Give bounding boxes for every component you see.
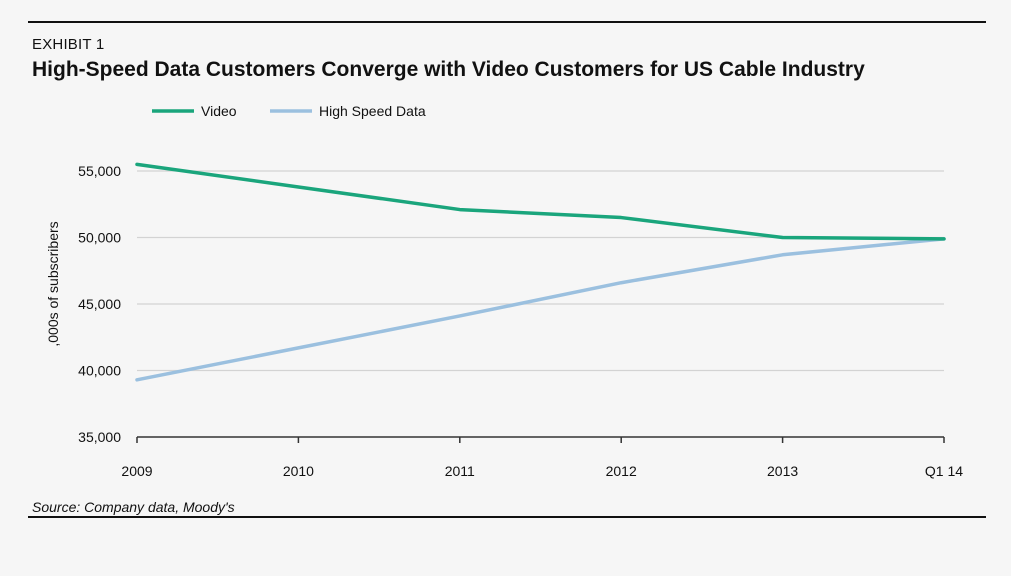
x-tick-label: 2013 (767, 463, 798, 479)
y-tick-label: 40,000 (78, 363, 121, 379)
y-tick-labels: 35,000 40,000 45,000 50,000 55,000 (78, 163, 121, 445)
x-tick-label: 2009 (121, 463, 152, 479)
series-line-video (135, 162, 946, 241)
grid-lines (137, 170, 944, 372)
legend-label-video: Video (201, 103, 237, 119)
legend-label-high-speed-data: High Speed Data (319, 103, 426, 119)
y-tick-label: 35,000 (78, 429, 121, 445)
bottom-rule (28, 516, 986, 518)
legend: Video High Speed Data (152, 103, 426, 119)
top-rule (28, 21, 986, 23)
x-tick-labels: 2009 2010 2011 2012 2013 Q1 14 (121, 463, 963, 479)
x-tick-label: 2012 (606, 463, 637, 479)
series-lines (135, 162, 946, 382)
x-tick-label: 2011 (445, 463, 475, 479)
y-tick-label: 45,000 (78, 296, 121, 312)
x-axis (136, 436, 945, 443)
y-tick-label: 50,000 (78, 230, 121, 246)
chart-title: High-Speed Data Customers Converge with … (32, 58, 865, 81)
y-axis-label: ,000s of subscribers (45, 221, 61, 346)
series-line-high-speed-data (135, 237, 946, 382)
source-note: Source: Company data, Moody's (32, 499, 235, 515)
x-tick-label: 2010 (283, 463, 314, 479)
exhibit-label: EXHIBIT 1 (32, 36, 105, 53)
y-tick-label: 55,000 (78, 163, 121, 179)
x-tick-label: Q1 14 (925, 463, 963, 479)
